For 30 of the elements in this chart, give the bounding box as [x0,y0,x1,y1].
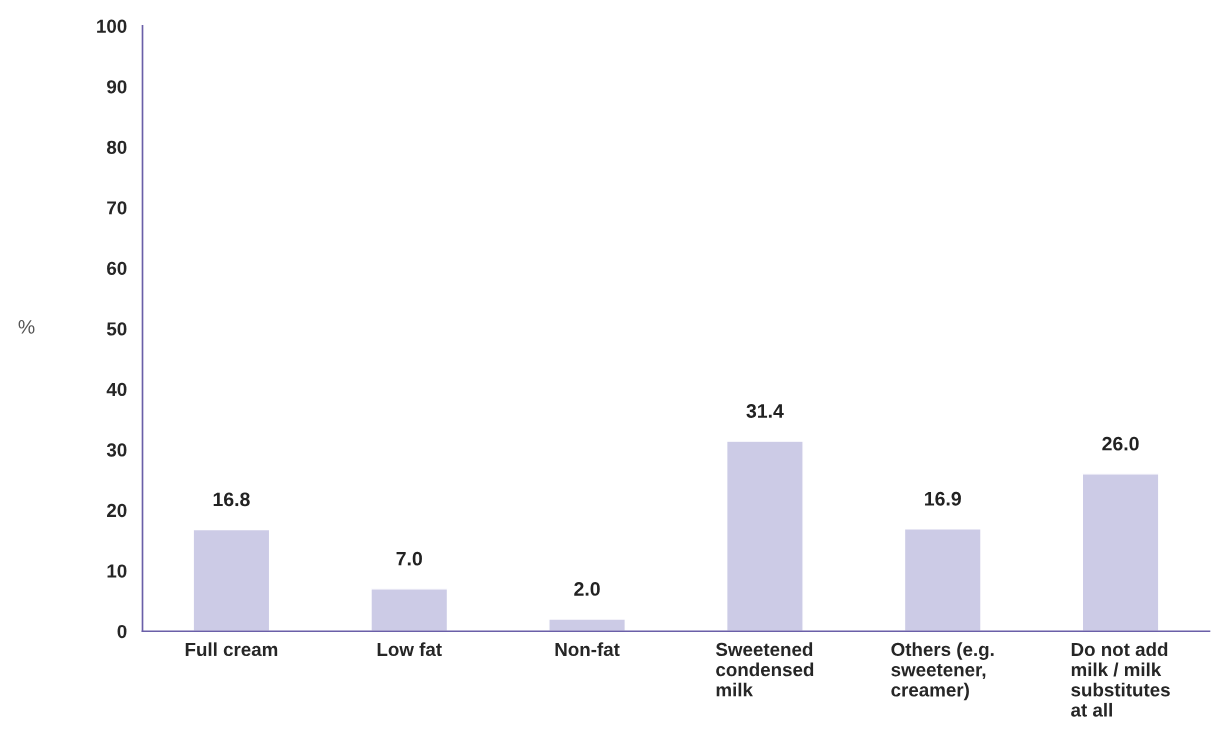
data-label: 2.0 [574,582,600,596]
bar [1081,473,1160,632]
x-tick-label: Others (e.g. sweetener, creamer) [891,642,994,701]
data-label: 16.9 [925,491,961,506]
y-tick-label: 20 [107,503,127,518]
y-tick-label: 0 [117,624,127,639]
y-tick-label: 50 [106,322,127,336]
data-label: 7.0 [396,551,422,566]
x-tick-label: Do not add milk / milk substitutes at all [1071,642,1170,717]
y-axis-title: % [18,320,35,334]
y-tick-label: 30 [106,443,127,457]
y-tick-label: 90 [107,80,127,94]
data-label: 31.4 [746,404,784,418]
bar [370,588,449,632]
y-tick-label: 60 [107,261,127,276]
x-tick-label: Sweetened condensed milk [715,642,814,697]
bar [192,528,271,632]
x-tick-label: Full cream [185,642,278,657]
y-tick-label: 80 [106,140,127,154]
bar [548,618,627,632]
y-tick-label: 40 [106,382,127,397]
data-label: 26.0 [1102,436,1139,451]
y-tick-label: 70 [107,201,127,215]
y-tick-label: 100 [97,19,127,33]
data-label: 16.8 [213,492,250,507]
bar [903,528,982,632]
bar [725,440,804,632]
y-tick-label: 10 [107,564,127,578]
x-tick-label: Non-fat [555,642,620,657]
x-tick-label: Low fat [377,642,442,657]
